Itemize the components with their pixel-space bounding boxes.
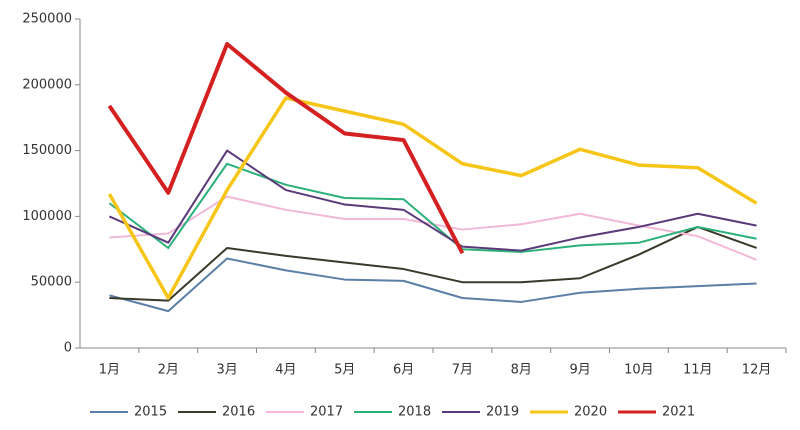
- y-tick-label: 100000: [22, 209, 72, 224]
- series-line: [109, 257, 757, 313]
- y-tick-label: 0: [64, 341, 72, 356]
- x-tick-label: 12月: [742, 363, 772, 378]
- x-tick-label: 1月: [99, 363, 120, 378]
- series-line: [107, 42, 465, 255]
- x-tick-label: 7月: [452, 363, 473, 378]
- legend-label: 2019: [486, 405, 519, 420]
- x-tick-label: 4月: [275, 363, 296, 378]
- legend-label: 2020: [574, 405, 607, 420]
- x-tick-label: 8月: [511, 363, 532, 378]
- series-line: [108, 162, 757, 253]
- x-tick-label: 2月: [158, 363, 179, 378]
- series-line: [109, 225, 757, 302]
- legend-label: 2016: [222, 405, 255, 420]
- legend-label: 2021: [662, 405, 695, 420]
- y-tick-label: 250000: [22, 12, 72, 27]
- x-tick-label: 10月: [624, 363, 654, 378]
- legend-label: 2015: [134, 405, 167, 420]
- legend-label: 2018: [398, 405, 431, 420]
- legend-label: 2017: [310, 405, 343, 420]
- series-line: [107, 96, 758, 300]
- x-tick-label: 3月: [216, 363, 237, 378]
- x-tick-label: 9月: [569, 363, 590, 378]
- y-tick-label: 150000: [22, 143, 72, 158]
- series-line: [109, 149, 757, 252]
- x-tick-label: 6月: [393, 363, 414, 378]
- y-tick-label: 50000: [31, 275, 72, 290]
- x-tick-label: 5月: [334, 363, 355, 378]
- x-tick-label: 11月: [683, 363, 713, 378]
- y-tick-label: 200000: [22, 77, 72, 92]
